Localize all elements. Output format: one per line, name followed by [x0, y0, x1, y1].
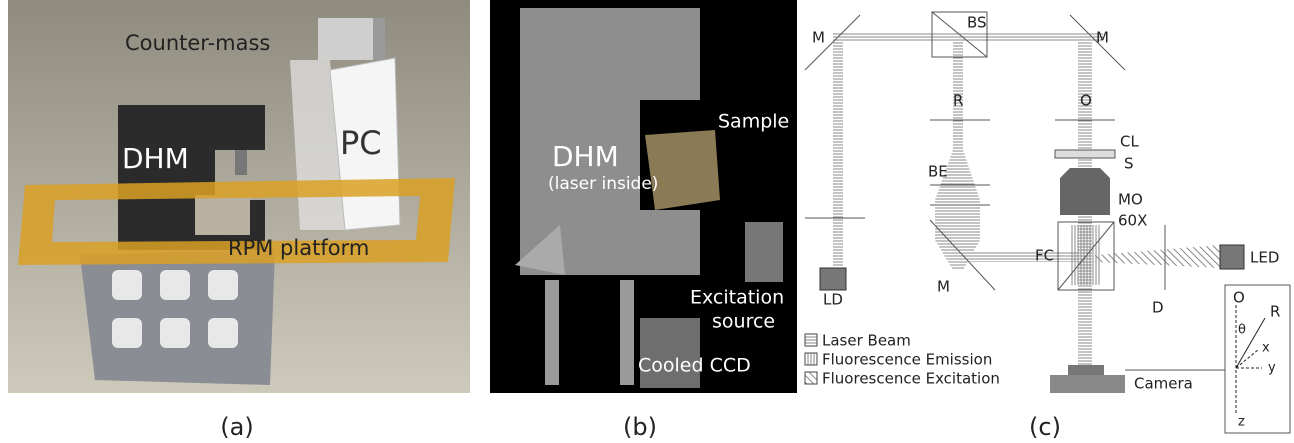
legend-swatch	[805, 334, 817, 346]
beam	[935, 42, 980, 270]
legend-label: Laser Beam	[822, 332, 911, 350]
label: FC	[1035, 247, 1054, 265]
caption: (c)	[1029, 413, 1061, 441]
hole	[160, 318, 190, 348]
post	[545, 280, 559, 385]
beam	[963, 252, 1078, 262]
hole	[160, 270, 190, 300]
legend-swatch	[805, 372, 817, 384]
label: Excitation	[690, 287, 784, 309]
figure: Counter-mass DHM PC RPM platform (a) DHM…	[0, 0, 1294, 443]
label: θ	[1238, 323, 1246, 338]
ccd	[640, 318, 700, 388]
stage	[195, 195, 250, 235]
led	[1220, 245, 1244, 269]
legend-swatch	[805, 353, 817, 365]
sample-stage	[645, 130, 720, 210]
panel-a: Counter-mass DHM PC RPM platform (a)	[8, 0, 470, 441]
label: O	[1233, 289, 1245, 307]
legend-label: Fluorescence Emission	[822, 351, 992, 369]
hole	[112, 318, 142, 348]
axes-inset	[1236, 305, 1265, 415]
caption: (b)	[623, 413, 657, 441]
beam	[833, 32, 1103, 42]
post	[620, 280, 634, 385]
counter-mass	[318, 18, 373, 60]
label: x	[1262, 341, 1270, 356]
label: DHM	[552, 140, 619, 173]
label: M	[1096, 29, 1109, 47]
label: O	[1080, 92, 1092, 110]
counter-mass-side	[373, 18, 385, 60]
label: Counter-mass	[125, 31, 270, 55]
label: LD	[823, 291, 843, 309]
excitation-source	[745, 222, 783, 282]
caption: (a)	[220, 413, 253, 441]
label: S	[1124, 155, 1134, 173]
label: CL	[1120, 133, 1139, 151]
hole	[112, 270, 142, 300]
label: Cooled CCD	[638, 355, 751, 377]
camera	[1050, 375, 1125, 393]
laser-diode	[820, 268, 846, 290]
axis	[1236, 350, 1258, 368]
label: R	[1270, 303, 1280, 321]
hole	[208, 270, 238, 300]
label: PC	[340, 124, 382, 162]
label: 60X	[1118, 212, 1147, 230]
camera	[1068, 365, 1104, 375]
label: DHM	[122, 142, 189, 175]
label: Camera	[1134, 375, 1193, 393]
label: LED	[1250, 249, 1279, 267]
beam	[833, 42, 843, 272]
label: R	[953, 92, 963, 110]
objective	[1060, 168, 1110, 215]
label: Sample	[718, 111, 789, 133]
label: z	[1238, 415, 1245, 430]
legend-label: Fluorescence Excitation	[822, 370, 1000, 388]
label: M	[812, 29, 825, 47]
label: (laser inside)	[548, 174, 658, 194]
hole	[208, 318, 238, 348]
label: MO	[1118, 191, 1143, 209]
panel-b: DHM (laser inside) Sample Excitation sou…	[490, 0, 797, 441]
sample-stage	[235, 150, 247, 175]
coverslip	[1055, 150, 1115, 158]
label: source	[712, 311, 775, 333]
panel-c: Laser Beam Fluorescence Emission Fluores…	[805, 12, 1290, 441]
label: BE	[928, 163, 948, 181]
label: RPM platform	[228, 236, 369, 260]
label: BS	[967, 14, 987, 32]
label: y	[1268, 361, 1276, 376]
label: M	[937, 278, 950, 296]
label: D	[1152, 299, 1164, 317]
